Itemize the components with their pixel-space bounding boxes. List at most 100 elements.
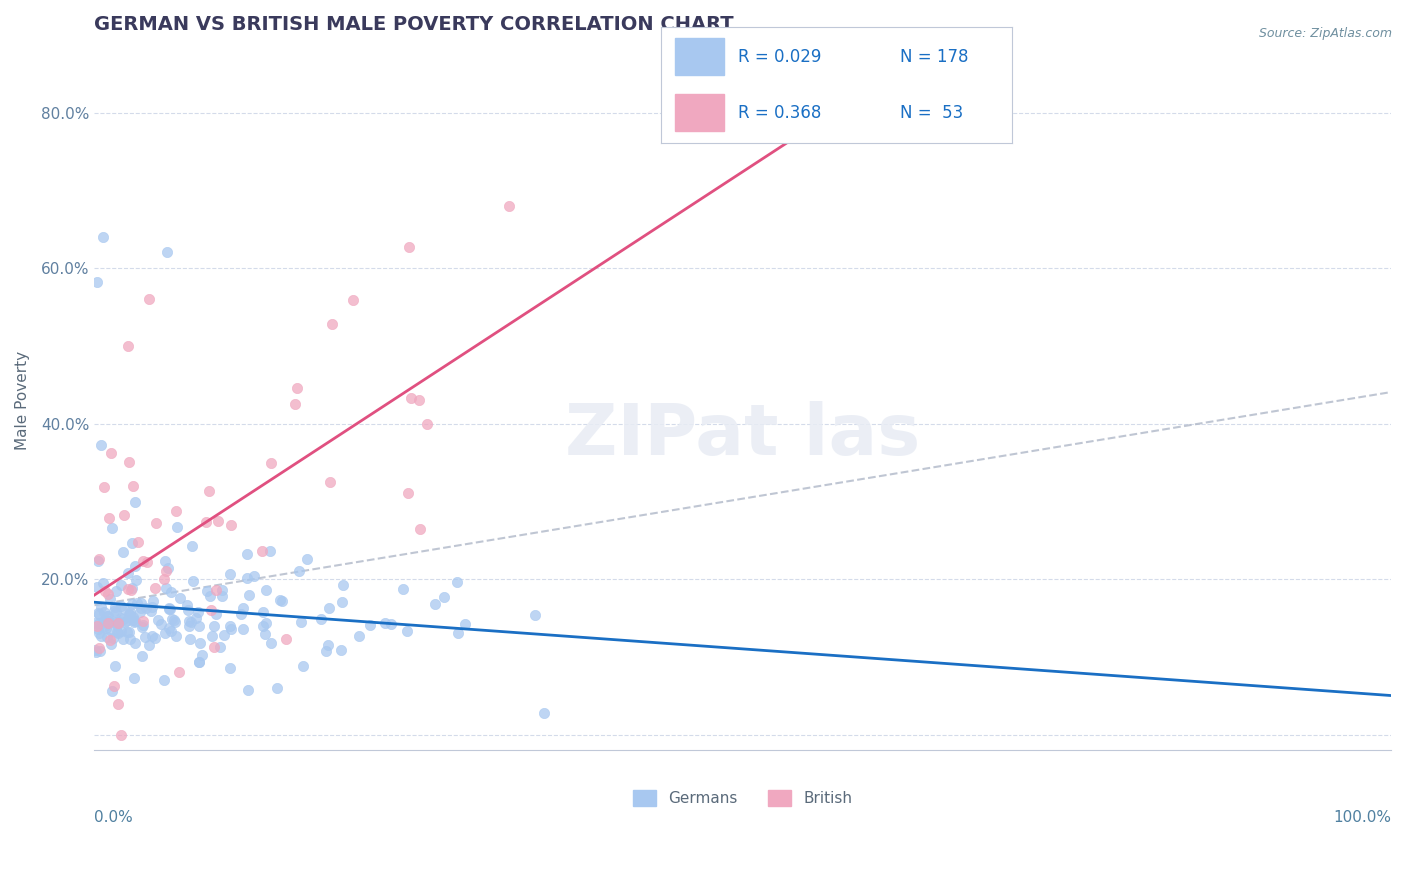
Point xyxy=(104,605,127,619)
Point xyxy=(90,438,112,452)
Point xyxy=(201,629,224,643)
Point xyxy=(143,581,166,595)
Text: Source: ZipAtlas.com: Source: ZipAtlas.com xyxy=(1258,27,1392,40)
Point xyxy=(232,601,254,615)
Point xyxy=(97,587,120,601)
Point xyxy=(143,631,166,645)
Point xyxy=(128,535,150,549)
Point xyxy=(453,617,475,632)
Point xyxy=(93,479,115,493)
Point xyxy=(97,615,120,630)
Point xyxy=(316,638,339,652)
Point xyxy=(269,593,291,607)
Point xyxy=(395,624,418,638)
Point xyxy=(121,581,143,595)
Point xyxy=(132,618,155,632)
Point xyxy=(97,511,120,525)
Point xyxy=(134,631,156,645)
Point xyxy=(96,609,118,624)
Point xyxy=(104,600,127,615)
Point xyxy=(274,632,297,646)
Point xyxy=(89,644,111,658)
Point xyxy=(107,624,129,639)
Point xyxy=(342,293,364,307)
Point xyxy=(90,599,112,614)
Point xyxy=(118,608,141,623)
Point xyxy=(533,706,555,721)
Point xyxy=(91,230,114,244)
Point xyxy=(332,577,354,591)
Point xyxy=(238,588,260,602)
Point xyxy=(252,544,274,558)
Point xyxy=(165,503,187,517)
Point xyxy=(523,607,546,622)
Point xyxy=(122,615,145,629)
Point xyxy=(120,632,142,647)
Point xyxy=(165,629,187,643)
Point xyxy=(91,615,114,630)
Point xyxy=(117,566,139,581)
Point xyxy=(179,632,201,646)
Point xyxy=(254,627,277,641)
Point xyxy=(218,661,240,675)
Point xyxy=(122,614,145,628)
Point xyxy=(135,555,157,569)
Point xyxy=(117,624,139,639)
Point xyxy=(94,619,117,633)
Text: R = 0.368: R = 0.368 xyxy=(738,103,821,121)
Point xyxy=(157,602,180,616)
Point xyxy=(347,629,370,643)
Point xyxy=(138,293,160,307)
Point xyxy=(290,615,312,629)
Point xyxy=(200,602,222,616)
Text: GERMAN VS BRITISH MALE POVERTY CORRELATION CHART: GERMAN VS BRITISH MALE POVERTY CORRELATI… xyxy=(94,15,734,34)
Point xyxy=(105,618,128,632)
Point xyxy=(84,643,107,657)
Text: N = 178: N = 178 xyxy=(900,48,969,66)
Point xyxy=(132,554,155,568)
Point xyxy=(142,594,165,608)
Point xyxy=(118,607,141,621)
Point xyxy=(114,615,136,629)
Point xyxy=(122,671,145,685)
Point xyxy=(97,615,120,629)
Point xyxy=(108,615,131,629)
Point xyxy=(380,617,402,632)
Point xyxy=(141,629,163,643)
Point xyxy=(219,619,242,633)
Point xyxy=(195,515,218,529)
Point xyxy=(212,628,235,642)
Point xyxy=(110,599,132,613)
Point xyxy=(127,596,149,610)
Point xyxy=(195,584,218,599)
Point xyxy=(285,381,308,395)
Point xyxy=(100,446,122,460)
Point xyxy=(184,610,207,624)
Text: N =  53: N = 53 xyxy=(900,103,963,121)
Point xyxy=(399,391,422,405)
Point xyxy=(87,622,110,636)
Point xyxy=(498,199,520,213)
Bar xyxy=(675,94,724,131)
Text: ZIPat las: ZIPat las xyxy=(565,401,921,470)
Point xyxy=(87,607,110,621)
Point xyxy=(149,617,172,632)
Point xyxy=(236,547,259,561)
Point xyxy=(121,582,143,597)
Point xyxy=(319,475,342,490)
Point xyxy=(98,624,121,638)
Point xyxy=(103,604,125,618)
Point xyxy=(374,615,396,630)
Point xyxy=(145,516,167,531)
Point xyxy=(166,520,188,534)
Bar xyxy=(675,38,724,76)
Point xyxy=(359,618,381,632)
Point xyxy=(96,621,118,635)
Point xyxy=(103,615,125,630)
Point xyxy=(131,596,153,610)
Point xyxy=(121,597,143,611)
Point xyxy=(104,659,127,673)
Point xyxy=(153,554,176,568)
Point xyxy=(211,582,233,597)
Point xyxy=(110,611,132,625)
